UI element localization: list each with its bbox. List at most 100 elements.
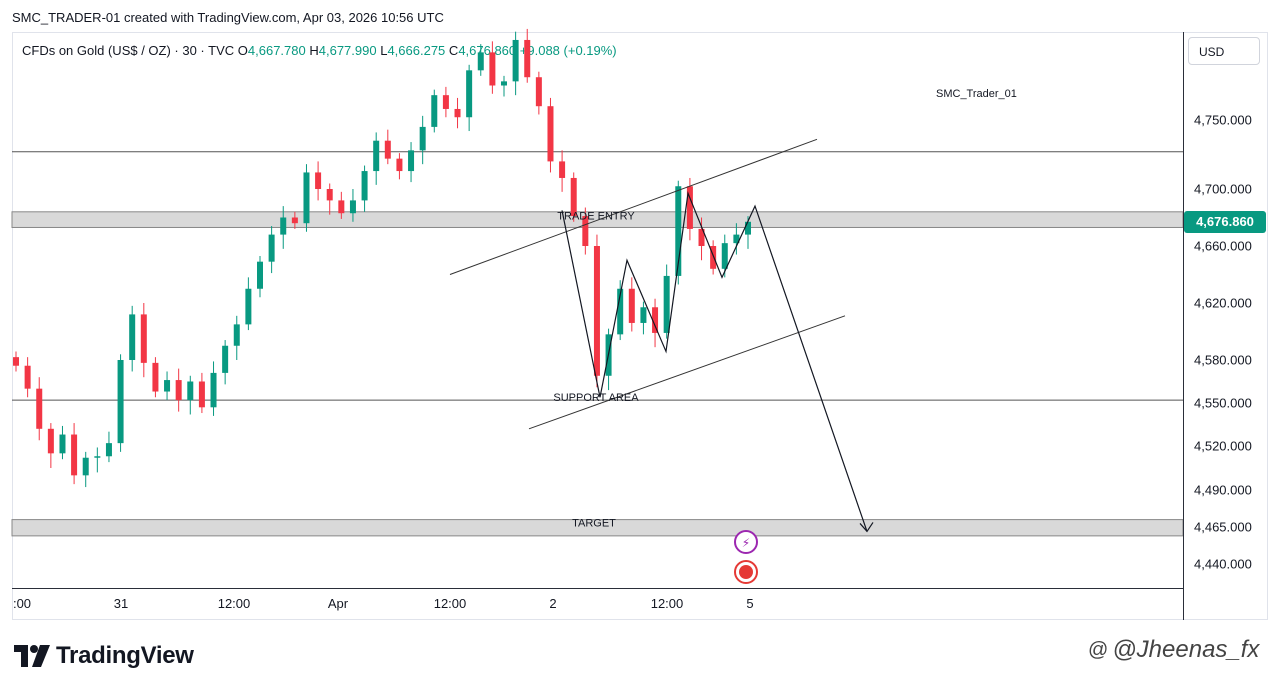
candle-body bbox=[222, 345, 229, 373]
candle-body bbox=[733, 234, 740, 244]
candle-body bbox=[396, 158, 403, 172]
candle-body bbox=[187, 381, 194, 401]
candle-body bbox=[663, 275, 670, 333]
candle-body bbox=[210, 372, 217, 408]
time-tick-label: 12:00 bbox=[433, 596, 467, 611]
channel-upper-line bbox=[449, 138, 818, 275]
candle-body bbox=[628, 288, 635, 323]
candle-body bbox=[117, 360, 124, 444]
candle-body bbox=[13, 357, 19, 366]
candle-body bbox=[559, 161, 566, 178]
candle-body bbox=[326, 189, 333, 201]
us-flag-fill bbox=[739, 565, 753, 579]
candle-body bbox=[233, 324, 240, 346]
change-value: +9.088 (+0.19%) bbox=[519, 43, 617, 58]
candle-body bbox=[129, 314, 136, 360]
open-label: O bbox=[237, 43, 248, 58]
candle-body bbox=[47, 428, 54, 454]
candle-body bbox=[315, 172, 322, 189]
channel-lower-line bbox=[528, 315, 846, 430]
candle-body bbox=[593, 246, 600, 376]
candle-body bbox=[535, 77, 542, 107]
candle-body bbox=[710, 246, 717, 269]
high-label: H bbox=[309, 43, 319, 58]
chart-credit: SMC_TRADER-01 created with TradingView.c… bbox=[12, 10, 444, 25]
open-value: 4,667.780 bbox=[247, 43, 306, 58]
time-tick-label: 2 bbox=[549, 596, 557, 611]
candle-body bbox=[257, 261, 263, 289]
price-tick-label: 4,700.000 bbox=[1194, 181, 1252, 197]
candle-body bbox=[745, 221, 751, 235]
arrow-head bbox=[859, 522, 874, 533]
candle-body bbox=[94, 456, 101, 458]
candle-body bbox=[175, 380, 182, 401]
price-tick-label: 4,580.000 bbox=[1194, 352, 1252, 368]
symbol-legend[interactable]: CFDs on Gold (US$ / OZ) · 30 · TVC O4,66… bbox=[22, 43, 617, 58]
candle-body bbox=[419, 126, 426, 151]
price-tick-label: 4,750.000 bbox=[1194, 112, 1252, 128]
close-value: 4,676.860 bbox=[458, 43, 517, 58]
candle-body bbox=[82, 457, 89, 476]
candle-body bbox=[164, 380, 171, 392]
candle-body bbox=[373, 140, 380, 172]
candle-body bbox=[454, 108, 461, 118]
candle-body bbox=[245, 288, 252, 325]
candle-body bbox=[268, 234, 275, 262]
trade-entry-label: TRADE ENTRY bbox=[557, 211, 635, 223]
candle-body bbox=[303, 172, 310, 224]
price-axis-divider bbox=[1183, 32, 1184, 620]
candle-body bbox=[512, 39, 519, 82]
chart-frame bbox=[12, 32, 1268, 620]
candle-body bbox=[501, 81, 507, 86]
candle-body bbox=[140, 314, 147, 363]
candle-body bbox=[152, 362, 159, 392]
candle-body bbox=[477, 52, 484, 71]
price-tick-label: 4,620.000 bbox=[1194, 295, 1252, 311]
price-tick-label: 4,465.000 bbox=[1194, 519, 1252, 535]
candle-body bbox=[361, 171, 368, 201]
time-tick-label: 31 bbox=[113, 596, 129, 611]
tradingview-logo[interactable]: TradingView bbox=[14, 642, 194, 670]
candle-body bbox=[686, 186, 693, 229]
time-axis-divider bbox=[12, 588, 1184, 589]
candle-body bbox=[640, 307, 647, 323]
price-tick-label: 4,550.000 bbox=[1194, 395, 1252, 411]
candle-body bbox=[582, 216, 589, 246]
threads-icon: @ bbox=[1088, 638, 1109, 661]
time-tick-label: 5 bbox=[746, 596, 754, 611]
candle-body bbox=[349, 200, 356, 214]
lightning-event-icon bbox=[734, 530, 758, 554]
candle-body bbox=[198, 381, 205, 408]
time-tick-label: Apr bbox=[327, 596, 349, 611]
candle-body bbox=[698, 228, 705, 246]
candle-body bbox=[675, 186, 682, 276]
candle-body bbox=[652, 307, 659, 333]
candle-body bbox=[71, 434, 78, 476]
candle-body bbox=[721, 243, 728, 269]
candle-body bbox=[36, 388, 43, 429]
currency-button[interactable]: USD bbox=[1188, 37, 1260, 65]
low-value: 4,666.275 bbox=[387, 43, 446, 58]
close-label: C bbox=[448, 43, 459, 58]
price-tick-label: 4,520.000 bbox=[1194, 438, 1252, 454]
low-label: L bbox=[380, 43, 388, 58]
support-area-label: SUPPORT AREA bbox=[553, 392, 639, 404]
brand-name: TradingView bbox=[56, 642, 194, 669]
author-tag: SMC_Trader_01 bbox=[936, 88, 1017, 100]
time-tick-label: 12:00 bbox=[217, 596, 251, 611]
author-watermark: @ @Jheenas_fx bbox=[1088, 636, 1259, 664]
watermark-handle: @Jheenas_fx bbox=[1112, 636, 1260, 663]
time-tick-label: :00 bbox=[12, 596, 32, 611]
candle-body bbox=[291, 217, 298, 224]
target-label: TARGET bbox=[572, 518, 616, 530]
candle-body bbox=[570, 177, 577, 217]
candle-body bbox=[466, 70, 473, 118]
candle-body bbox=[547, 106, 554, 162]
symbol-name: CFDs on Gold (US$ / OZ) · 30 · TVC bbox=[22, 43, 235, 58]
price-tick-label: 4,440.000 bbox=[1194, 556, 1252, 572]
candle-body bbox=[431, 95, 438, 127]
last-price-tag: 4,676.860 bbox=[1184, 210, 1266, 233]
candle-body bbox=[280, 217, 287, 235]
tradingview-icon bbox=[14, 645, 50, 667]
